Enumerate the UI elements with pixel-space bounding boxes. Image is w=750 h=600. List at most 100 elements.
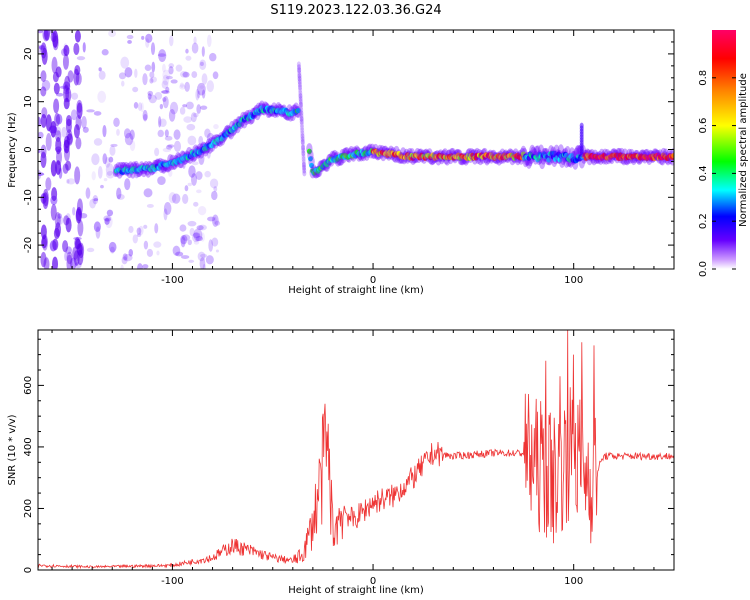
noise-blob [66, 178, 76, 185]
ridge-branch [301, 158, 306, 165]
ridge-cell [308, 156, 313, 162]
streak-blob [40, 114, 47, 128]
noise-blob [102, 125, 107, 138]
noise-blob [197, 251, 206, 262]
noise-blob [188, 259, 195, 263]
ridge-branch [296, 61, 301, 68]
noise-blob [155, 158, 161, 162]
noise-blob [55, 113, 63, 125]
noise-blob [165, 75, 173, 80]
ridge-cell [306, 148, 312, 154]
noise-blob [136, 227, 142, 235]
noise-blob [118, 72, 127, 80]
noise-blob [199, 85, 205, 89]
noise-blob [116, 194, 125, 200]
ridge-branch [301, 150, 306, 157]
noise-blob [144, 64, 152, 71]
streak-blob [63, 84, 70, 103]
ridge-branch [299, 110, 304, 117]
noise-blob [175, 64, 183, 72]
noise-blob [71, 92, 79, 100]
noise-blob [209, 52, 217, 62]
noise-blob [145, 33, 153, 43]
noise-blob [143, 113, 148, 121]
streak-blob [42, 30, 49, 42]
noise-blob [164, 129, 169, 138]
noise-blob [93, 198, 99, 202]
noise-blob [158, 49, 167, 63]
noise-blob [161, 80, 169, 89]
noise-blob [82, 126, 89, 133]
noise-blob [108, 241, 117, 253]
noise-blob [129, 139, 136, 152]
noise-blob [124, 178, 131, 191]
noise-blob [108, 30, 117, 38]
noise-blob [105, 170, 115, 179]
noise-blob [92, 195, 99, 205]
noise-blob [82, 42, 86, 53]
noise-blob [198, 135, 204, 146]
noise-blob [188, 165, 196, 178]
noise-blob [209, 178, 219, 189]
ridge-branch [299, 107, 304, 114]
noise-blob [151, 61, 156, 73]
noise-blob [162, 147, 172, 153]
noise-blob [165, 86, 170, 93]
streak-blob [66, 251, 73, 265]
noise-blob [142, 109, 148, 122]
noise-blob [154, 147, 160, 157]
ridge-halo [538, 155, 546, 170]
ridge-branch [297, 72, 302, 79]
noise-blob [132, 234, 138, 244]
noise-blob [137, 263, 143, 269]
ridge-branch [301, 161, 306, 168]
noise-blob [195, 89, 200, 101]
ridge-branch [297, 81, 302, 88]
noise-blob [41, 79, 51, 91]
x-tick-label: 0 [370, 576, 376, 587]
colorbar-tick-label: 0.8 [698, 70, 709, 86]
noise-blob [182, 193, 189, 204]
noise-blob [57, 213, 62, 219]
noise-blob [180, 255, 190, 259]
noise-blob [169, 101, 179, 115]
noise-blob [138, 225, 144, 236]
noise-blob [169, 35, 174, 47]
ridge-branch [297, 67, 302, 74]
streak-blob [45, 133, 52, 151]
streak-blob [73, 68, 80, 86]
y-tick-label: 0 [23, 567, 34, 573]
noise-blob [103, 215, 111, 222]
noise-blob [161, 90, 170, 95]
ridge-cell [546, 157, 552, 163]
noise-blob [126, 34, 134, 40]
y-tick-label: 20 [23, 48, 34, 61]
streak-blob [40, 237, 47, 249]
ridge-branch [298, 92, 303, 99]
noise-blob [122, 253, 128, 261]
streak-blob [74, 166, 81, 185]
streak-blob [53, 227, 60, 240]
noise-blob [38, 30, 43, 34]
noise-blob [184, 185, 189, 192]
streak-blob [66, 254, 73, 269]
noise-blob [191, 173, 198, 186]
noise-blob [189, 227, 195, 237]
noise-blob [61, 126, 68, 138]
snr-panel: -100 0 100 0 200 400 600 Height of straight li… [7, 329, 675, 596]
streak-blob [41, 107, 48, 119]
y-tick-label: 10 [23, 95, 34, 108]
noise-blob [214, 220, 221, 226]
noise-blob [211, 237, 219, 247]
ridge-blip [579, 122, 584, 129]
noise-blob [140, 102, 144, 113]
noise-blob [89, 198, 96, 209]
noise-blob [185, 101, 194, 110]
streak-blob [52, 30, 59, 48]
noise-blob [145, 38, 150, 48]
noise-blob [146, 203, 154, 208]
ridge-branch [301, 153, 306, 160]
ridge-branch [302, 164, 307, 171]
spectrogram-heatmap [38, 30, 674, 269]
